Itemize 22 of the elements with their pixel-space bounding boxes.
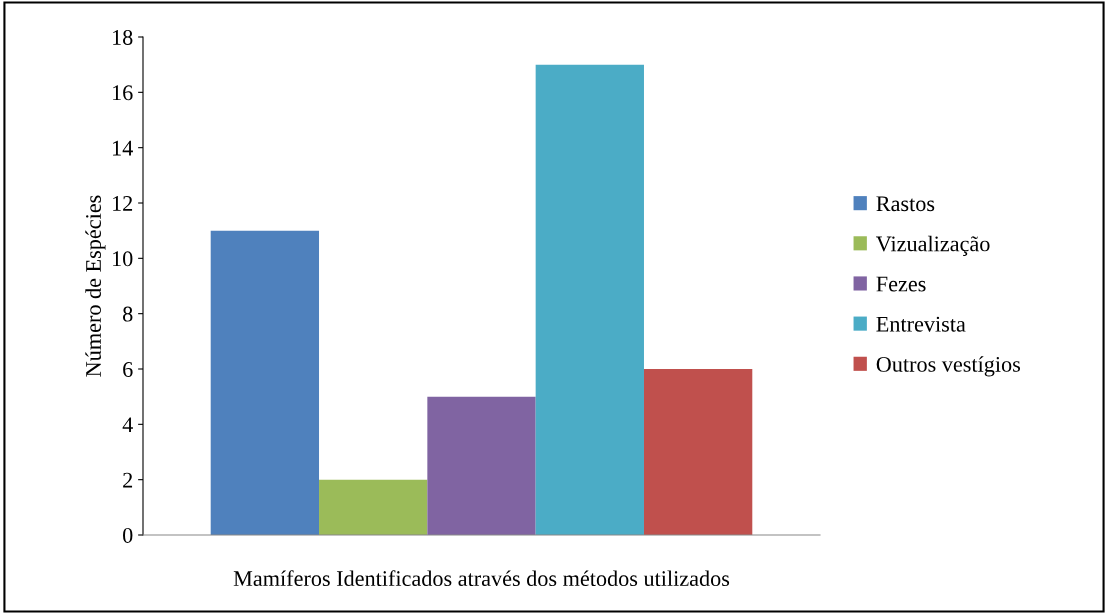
y-axis-title: Número de Espécies [85, 195, 106, 377]
y-tick-label: 12 [113, 195, 133, 211]
x-axis-title: Mamíferos Identificados através dos métodos utilizados [233, 570, 730, 587]
y-tick-label: 6 [123, 361, 133, 377]
legend-label: Vizualização [876, 235, 990, 256]
legend-label: Outros vestígios [876, 356, 1021, 377]
y-tick-label: 2 [123, 472, 133, 488]
y-tick-label: 14 [113, 140, 133, 156]
bar [210, 230, 320, 535]
y-tick-label: 0 [123, 527, 133, 543]
y-tick-label: 8 [123, 306, 133, 322]
bar [427, 396, 536, 535]
y-tick-label: 10 [113, 251, 133, 267]
legend-label: Entrevista [876, 316, 966, 332]
bar [319, 479, 428, 535]
y-tick-label: 16 [113, 85, 133, 101]
legend-label: Fezes [876, 276, 926, 292]
y-tick-label: 18 [113, 29, 133, 45]
legend-label: Rastos [876, 196, 935, 212]
bar [643, 369, 753, 535]
bar [535, 64, 644, 535]
y-tick-label: 4 [122, 417, 133, 433]
